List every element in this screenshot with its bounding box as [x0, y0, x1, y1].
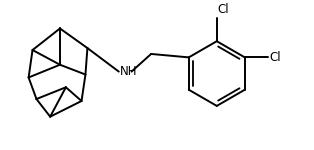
Text: Cl: Cl: [218, 3, 230, 16]
Text: Cl: Cl: [269, 51, 281, 64]
Text: NH: NH: [120, 65, 137, 78]
